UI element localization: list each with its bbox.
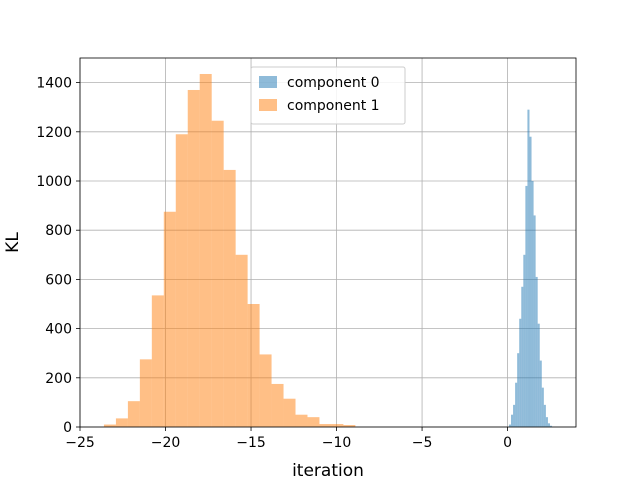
histogram-bar (541, 387, 544, 427)
histogram-bar (508, 424, 512, 427)
histogram-bar (535, 276, 538, 427)
histogram-bar (199, 73, 212, 428)
histogram-bar (271, 383, 284, 427)
histogram-bar (527, 109, 530, 427)
legend-box (250, 66, 406, 125)
y-axis-label: KL (3, 232, 23, 253)
series-0-bars (508, 109, 553, 427)
histogram-bar (533, 215, 536, 427)
histogram-bar (151, 295, 164, 427)
histogram-bar (539, 360, 542, 427)
histogram-bar (187, 89, 200, 427)
histogram-bar (247, 304, 260, 427)
x-tick-label: −25 (65, 435, 95, 451)
x-axis-label: iteration (292, 461, 364, 480)
histogram-bar (115, 418, 128, 427)
legend-swatch-1 (259, 99, 277, 111)
histogram-bar (543, 404, 546, 427)
histogram-bar (545, 417, 548, 427)
y-tick-label: 400 (45, 322, 72, 338)
x-tick-label: −20 (151, 435, 181, 451)
histogram-bar (517, 353, 520, 427)
x-tick-label: −10 (322, 435, 352, 451)
histogram-bar (127, 401, 140, 427)
y-tick-label: 1000 (36, 174, 72, 190)
legend-label-0: component 0 (287, 75, 380, 91)
histogram-bar (513, 404, 516, 427)
histogram-bar (511, 414, 514, 427)
histogram-bar (523, 254, 526, 427)
plot-area-frame (79, 57, 577, 428)
histogram-bar (343, 425, 356, 427)
histogram-bar (139, 359, 152, 427)
x-tick-label: 0 (503, 435, 512, 451)
histogram-bar (550, 425, 553, 427)
histogram-bar (283, 398, 296, 427)
y-tick-label: 600 (45, 272, 72, 288)
histogram-bar (515, 382, 518, 427)
x-tick-label: −5 (412, 435, 433, 451)
histogram-bar (529, 136, 532, 427)
histogram-bar (211, 120, 224, 427)
histogram-bars (103, 73, 553, 428)
legend-label-1: component 1 (287, 98, 380, 114)
y-tick-label: 0 (63, 420, 72, 436)
histogram-bar (521, 286, 524, 427)
histogram-bar (103, 424, 116, 427)
histogram-bar (307, 417, 320, 427)
histogram-bar (531, 181, 534, 427)
histogram-bar (525, 185, 528, 427)
axis-ticks: −25 −20 −15 −10 −5 0 0 200 400 600 800 1000 1200 1400 (36, 76, 512, 451)
histogram-bar (547, 423, 551, 427)
series-1-bars (103, 73, 356, 428)
y-tick-label: 1400 (36, 76, 72, 92)
histogram-bar (175, 134, 188, 427)
histogram-bar (537, 323, 540, 427)
histogram-bar (163, 211, 176, 427)
x-tick-label: −15 (236, 435, 266, 451)
y-tick-label: 800 (45, 223, 72, 239)
histogram-bar (223, 169, 236, 427)
y-tick-label: 1200 (36, 125, 72, 141)
legend: component 0 component 1 (250, 66, 406, 125)
histogram-bar (295, 414, 308, 427)
histogram-bar (331, 424, 344, 427)
legend-swatch-0 (259, 76, 277, 88)
histogram-bar (319, 424, 332, 427)
histogram-bar (259, 354, 272, 427)
histogram-bar (235, 254, 248, 427)
histogram-bar (519, 318, 522, 427)
y-tick-label: 200 (45, 371, 72, 387)
